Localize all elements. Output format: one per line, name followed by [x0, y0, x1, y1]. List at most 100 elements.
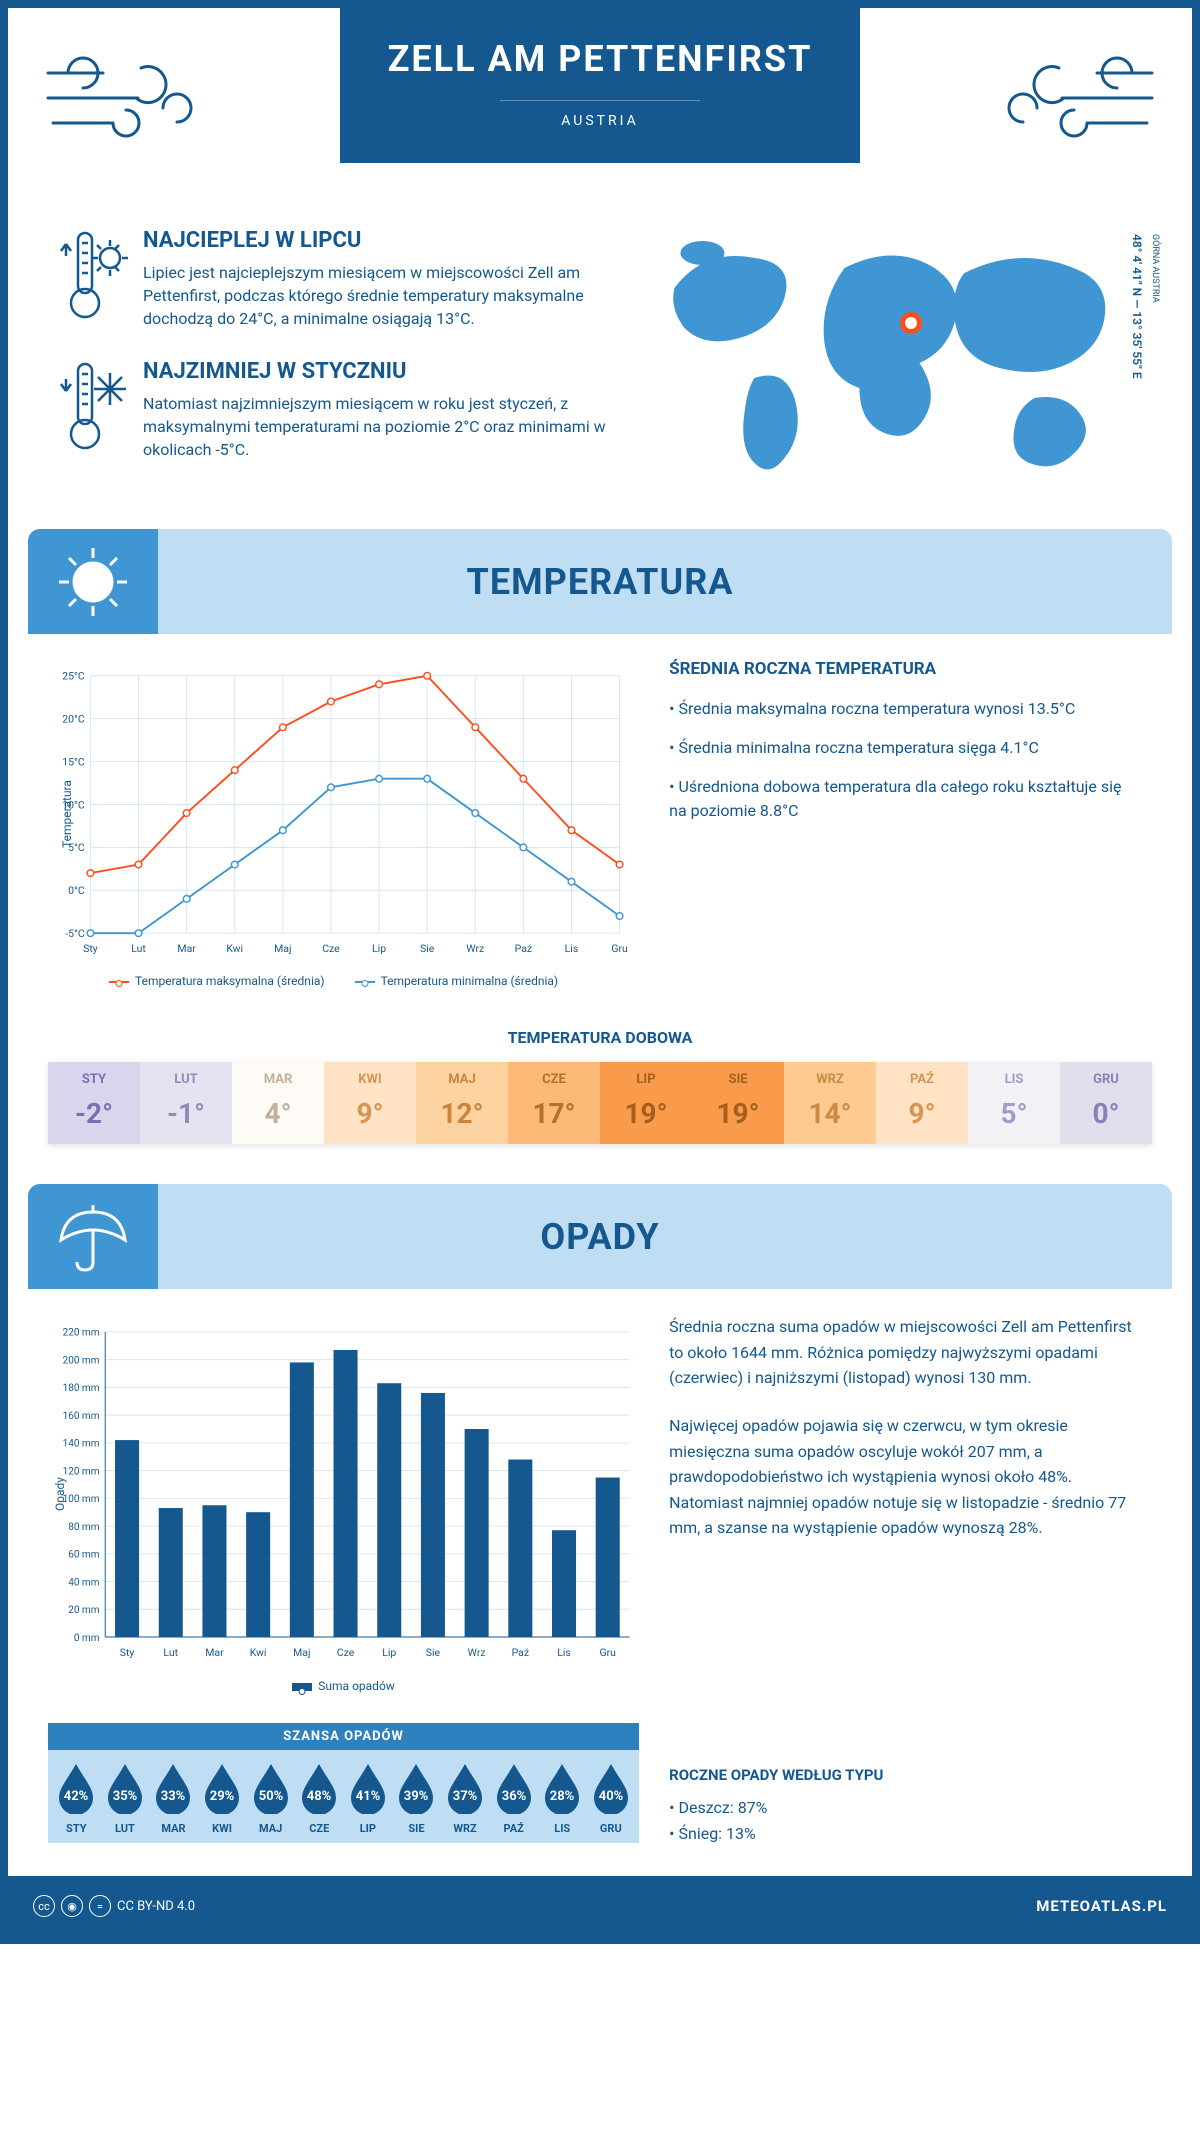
precip-bottom: SZANSA OPADÓW 42%STY35%LUT33%MAR29%KWI50…	[8, 1723, 1192, 1876]
precip-side: Średnia roczna suma opadów w miejscowośc…	[639, 1314, 1142, 1693]
svg-text:220 mm: 220 mm	[63, 1328, 100, 1339]
daily-title: TEMPERATURA DOBOWA	[8, 1028, 1192, 1047]
coords-region: GÓRNA AUSTRIA	[1150, 234, 1160, 303]
svg-text:200 mm: 200 mm	[63, 1356, 100, 1367]
fact-hottest: NAJCIEPLEJ W LIPCU Lipiec jest najcieple…	[58, 228, 627, 331]
intro-facts: NAJCIEPLEJ W LIPCU Lipiec jest najcieple…	[58, 228, 627, 489]
umbrella-icon	[28, 1184, 158, 1289]
svg-text:Kwi: Kwi	[226, 942, 243, 955]
daily-cell: SIE19°	[692, 1062, 784, 1144]
fact-hot-title: NAJCIEPLEJ W LIPCU	[143, 228, 627, 253]
svg-text:180 mm: 180 mm	[63, 1383, 100, 1394]
temp-side-b3: • Uśredniona dobowa temperatura dla całe…	[669, 775, 1142, 823]
daily-cell: MAJ12°	[416, 1062, 508, 1144]
svg-text:Maj: Maj	[293, 1646, 310, 1659]
chance-drop: 50%MAJ	[246, 1762, 295, 1835]
daily-cell: LUT-1°	[140, 1062, 232, 1144]
svg-text:Lip: Lip	[372, 942, 386, 955]
chance-drop: 33%MAR	[149, 1762, 198, 1835]
license-text: CC BY-ND 4.0	[117, 1899, 195, 1914]
svg-text:20°C: 20°C	[62, 713, 85, 726]
svg-text:39%: 39%	[404, 1789, 429, 1804]
svg-text:0°C: 0°C	[68, 884, 85, 897]
svg-text:Lis: Lis	[557, 1646, 571, 1659]
svg-text:Mar: Mar	[177, 942, 196, 955]
by-icon: ◉	[61, 1895, 83, 1917]
chance-drop: 41%LIP	[344, 1762, 393, 1835]
svg-text:Lip: Lip	[382, 1646, 396, 1659]
precip-chart: Opady 0 mm20 mm40 mm60 mm80 mm100 mm120 …	[48, 1314, 639, 1674]
svg-text:Cze: Cze	[337, 1646, 355, 1659]
svg-text:36%: 36%	[501, 1789, 526, 1804]
svg-text:Sty: Sty	[83, 942, 98, 955]
chance-title: SZANSA OPADÓW	[48, 1723, 639, 1750]
section-temp-header: TEMPERATURA	[28, 529, 1172, 634]
daily-temp-table: STY-2°LUT-1°MAR4°KWI9°MAJ12°CZE17°LIP19°…	[48, 1062, 1152, 1144]
legend-min: Temperatura minimalna (średnia)	[381, 974, 559, 988]
legend-max: Temperatura maksymalna (średnia)	[135, 974, 325, 988]
svg-text:Maj: Maj	[274, 942, 291, 955]
svg-text:100 mm: 100 mm	[63, 1494, 100, 1505]
svg-text:41%: 41%	[356, 1789, 381, 1804]
annual-title: ROCZNE OPADY WEDŁUG TYPU	[669, 1763, 1142, 1787]
chance-drop: 29%KWI	[198, 1762, 247, 1835]
page: ZELL AM PETTENFIRST AUSTRIA NAJCIEPLEJ W…	[0, 0, 1200, 1944]
precip-legend-label: Suma opadów	[318, 1679, 395, 1693]
footer: cc ◉ = CC BY-ND 4.0 METEOATLAS.PL	[8, 1876, 1192, 1936]
daily-cell: PAŹ9°	[876, 1062, 968, 1144]
svg-text:29%: 29%	[210, 1789, 235, 1804]
svg-text:Lut: Lut	[131, 942, 146, 955]
chance-drop: 35%LUT	[101, 1762, 150, 1835]
map-marker	[900, 312, 922, 334]
chance-drop: 37%WRZ	[441, 1762, 490, 1835]
intro: NAJCIEPLEJ W LIPCU Lipiec jest najcieple…	[8, 198, 1192, 529]
thermometer-cold-icon	[58, 359, 143, 462]
fact-hot-text: Lipiec jest najcieplejszym miesiącem w m…	[143, 261, 627, 331]
page-title: ZELL AM PETTENFIRST	[340, 38, 860, 80]
precip-chart-block: Opady 0 mm20 mm40 mm60 mm80 mm100 mm120 …	[48, 1314, 639, 1693]
thermometer-hot-icon	[58, 228, 143, 331]
chance-drop: 36%PAŹ	[489, 1762, 538, 1835]
daily-cell: STY-2°	[48, 1062, 140, 1144]
section-temp-title: TEMPERATURA	[467, 561, 734, 603]
daily-cell: GRU0°	[1060, 1062, 1152, 1144]
cc-icon: cc	[33, 1895, 55, 1917]
temp-side-title: ŚREDNIA ROCZNA TEMPERATURA	[669, 659, 1142, 679]
svg-text:48%: 48%	[307, 1789, 332, 1804]
header: ZELL AM PETTENFIRST AUSTRIA	[8, 8, 1192, 198]
svg-text:40 mm: 40 mm	[68, 1577, 99, 1588]
chance-table: SZANSA OPADÓW 42%STY35%LUT33%MAR29%KWI50…	[48, 1723, 639, 1846]
svg-text:Sty: Sty	[120, 1646, 135, 1659]
chance-drop: 42%STY	[52, 1762, 101, 1835]
svg-text:25°C: 25°C	[62, 670, 85, 683]
svg-text:Mar: Mar	[205, 1646, 224, 1659]
daily-cell: CZE17°	[508, 1062, 600, 1144]
coords-value: 48° 4' 41" N — 13° 35' 55" E	[1130, 234, 1144, 379]
svg-text:160 mm: 160 mm	[63, 1411, 100, 1422]
svg-text:140 mm: 140 mm	[63, 1439, 100, 1450]
svg-text:0 mm: 0 mm	[74, 1633, 100, 1644]
svg-text:Kwi: Kwi	[250, 1646, 267, 1659]
temp-ylabel: Temperatura	[60, 780, 74, 848]
fact-coldest: NAJZIMNIEJ W STYCZNIU Natomiast najzimni…	[58, 359, 627, 462]
svg-text:40%: 40%	[599, 1789, 624, 1804]
svg-text:Cze: Cze	[322, 942, 340, 955]
svg-text:Wrz: Wrz	[468, 1646, 486, 1659]
svg-text:60 mm: 60 mm	[68, 1550, 99, 1561]
section-precip-header: OPADY	[28, 1184, 1172, 1289]
temp-side-b2: • Średnia minimalna roczna temperatura s…	[669, 736, 1142, 760]
fact-cold-title: NAJZIMNIEJ W STYCZNIU	[143, 359, 627, 384]
precip-p1: Średnia roczna suma opadów w miejscowośc…	[669, 1314, 1142, 1391]
svg-text:Wrz: Wrz	[466, 942, 484, 955]
svg-text:120 mm: 120 mm	[63, 1467, 100, 1478]
daily-cell: KWI9°	[324, 1062, 416, 1144]
chance-drop: 39%SIE	[392, 1762, 441, 1835]
temp-side-b1: • Średnia maksymalna roczna temperatura …	[669, 697, 1142, 721]
svg-text:35%: 35%	[113, 1789, 138, 1804]
svg-text:42%: 42%	[64, 1789, 89, 1804]
svg-text:28%: 28%	[550, 1789, 575, 1804]
temp-chart: Temperatura -5°C0°C5°C10°C15°C20°C25°CSt…	[38, 659, 629, 988]
daily-cell: WRZ14°	[784, 1062, 876, 1144]
svg-text:Paź: Paź	[512, 1646, 529, 1659]
chance-drop: 40%GRU	[587, 1762, 636, 1835]
